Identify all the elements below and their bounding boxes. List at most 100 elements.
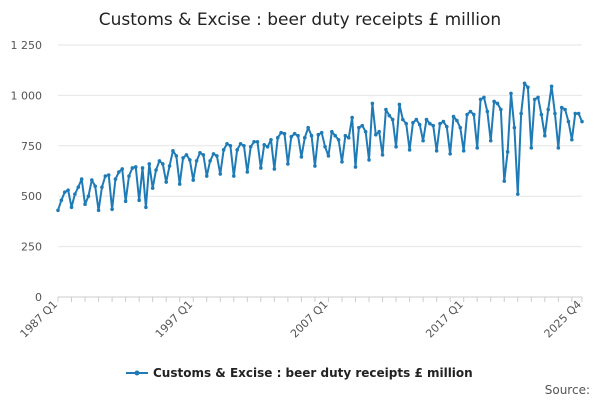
data-point[interactable] (350, 115, 354, 120)
data-point[interactable] (113, 177, 118, 181)
data-point[interactable] (90, 178, 94, 182)
data-point[interactable] (529, 146, 534, 150)
data-point[interactable] (154, 168, 158, 172)
data-point[interactable] (286, 162, 290, 166)
data-point[interactable] (563, 107, 567, 112)
data-point[interactable] (313, 164, 317, 168)
data-point[interactable] (394, 145, 398, 149)
data-point[interactable] (100, 185, 104, 189)
data-point[interactable] (79, 177, 84, 181)
data-point[interactable] (184, 153, 189, 157)
data-point[interactable] (556, 146, 561, 150)
data-point[interactable] (515, 192, 520, 196)
data-point[interactable] (215, 154, 219, 158)
data-point[interactable] (161, 162, 165, 166)
data-point[interactable] (59, 198, 64, 203)
data-point[interactable] (73, 192, 77, 196)
data-point[interactable] (326, 154, 331, 158)
data-point[interactable] (110, 207, 114, 212)
data-point[interactable] (570, 137, 574, 142)
data-point[interactable] (177, 182, 182, 186)
data-point[interactable] (265, 145, 270, 149)
data-point[interactable] (238, 141, 243, 146)
data-point[interactable] (363, 129, 368, 134)
data-point[interactable] (299, 155, 304, 159)
data-point[interactable] (461, 149, 466, 153)
data-point[interactable] (174, 154, 179, 158)
data-point[interactable] (130, 166, 135, 170)
data-point[interactable] (485, 109, 490, 114)
data-point[interactable] (221, 148, 226, 152)
data-point[interactable] (127, 174, 131, 178)
data-point[interactable] (465, 112, 469, 117)
data-point[interactable] (444, 124, 449, 129)
data-point[interactable] (83, 202, 87, 207)
data-point[interactable] (211, 152, 216, 156)
data-point[interactable] (407, 148, 412, 152)
data-point[interactable] (106, 173, 111, 177)
data-point[interactable] (482, 95, 486, 100)
data-point[interactable] (76, 185, 81, 189)
data-point[interactable] (279, 130, 283, 135)
data-point[interactable] (188, 158, 192, 162)
data-point[interactable] (319, 130, 324, 135)
data-point[interactable] (218, 172, 223, 176)
data-point[interactable] (390, 117, 395, 122)
data-point[interactable] (204, 174, 209, 178)
data-point[interactable] (448, 152, 452, 156)
data-point[interactable] (292, 131, 297, 136)
data-point[interactable] (475, 146, 480, 150)
data-point[interactable] (553, 111, 557, 116)
data-point[interactable] (404, 121, 409, 126)
data-point[interactable] (357, 125, 361, 130)
data-point[interactable] (147, 162, 152, 166)
data-point[interactable] (272, 167, 277, 171)
data-point[interactable] (492, 99, 496, 104)
data-point[interactable] (225, 141, 229, 146)
data-point[interactable] (340, 160, 344, 164)
data-point[interactable] (66, 188, 70, 192)
data-point[interactable] (306, 125, 310, 130)
data-point[interactable] (451, 114, 456, 119)
data-point[interactable] (137, 198, 141, 203)
data-point[interactable] (502, 179, 507, 183)
data-point[interactable] (123, 199, 128, 204)
data-point[interactable] (248, 145, 253, 149)
data-point[interactable] (86, 194, 91, 198)
data-point[interactable] (428, 121, 432, 126)
data-point[interactable] (495, 101, 500, 106)
data-point[interactable] (120, 167, 125, 171)
data-point[interactable] (282, 131, 287, 136)
data-point[interactable] (360, 123, 365, 128)
data-point[interactable] (532, 97, 537, 102)
data-point[interactable] (231, 174, 236, 178)
data-point[interactable] (370, 101, 375, 106)
data-point[interactable] (346, 135, 351, 140)
data-point[interactable] (343, 133, 348, 138)
legend[interactable]: Customs & Excise : beer duty receipts £ … (126, 366, 473, 380)
data-point[interactable] (472, 112, 476, 117)
data-point[interactable] (539, 112, 544, 117)
data-point[interactable] (499, 107, 503, 112)
data-point[interactable] (191, 178, 196, 182)
data-point[interactable] (441, 119, 446, 124)
data-point[interactable] (198, 151, 202, 155)
data-point[interactable] (255, 139, 260, 144)
data-point[interactable] (140, 166, 145, 170)
data-point[interactable] (289, 134, 294, 139)
data-point[interactable] (411, 120, 415, 125)
data-point[interactable] (478, 97, 483, 102)
data-point[interactable] (93, 184, 97, 188)
data-point[interactable] (421, 138, 425, 143)
data-point[interactable] (387, 113, 392, 118)
data-point[interactable] (380, 153, 385, 157)
data-point[interactable] (384, 107, 388, 112)
data-point[interactable] (167, 164, 172, 168)
data-point[interactable] (377, 129, 381, 134)
data-point[interactable] (401, 117, 405, 122)
data-point[interactable] (488, 138, 493, 143)
data-point[interactable] (509, 91, 513, 96)
data-point[interactable] (275, 135, 280, 140)
data-point[interactable] (96, 208, 101, 213)
data-point[interactable] (505, 150, 510, 154)
